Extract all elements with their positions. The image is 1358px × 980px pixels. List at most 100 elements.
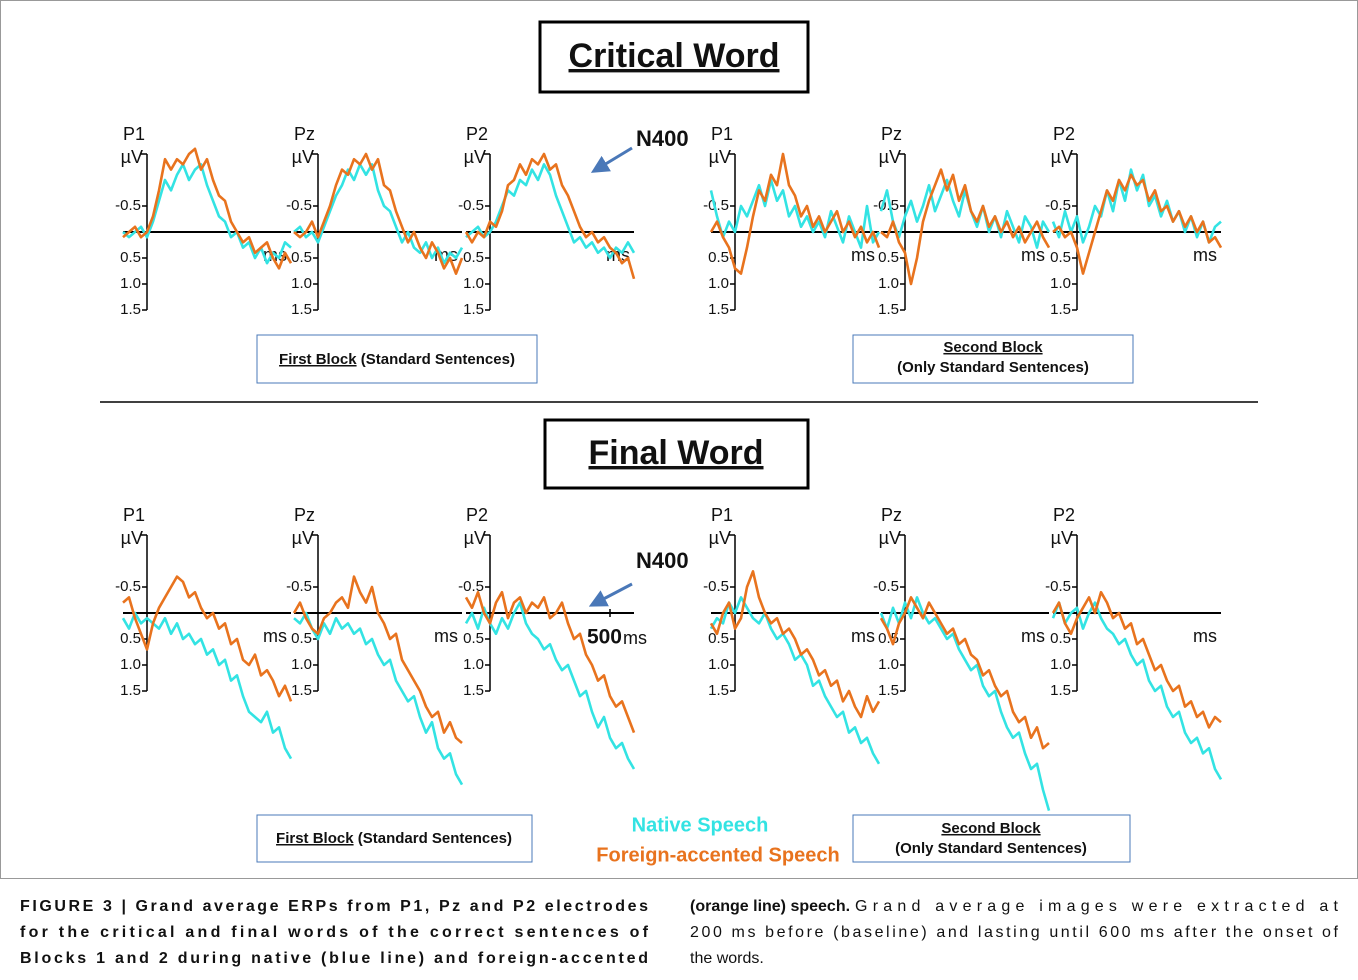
y-axis-label: µV xyxy=(879,528,901,548)
block-note: (Only Standard Sentences) xyxy=(897,359,1089,376)
erp-line xyxy=(1051,601,1223,781)
y-tick-label: 0.5 xyxy=(708,249,729,266)
x-axis-label: ms xyxy=(1021,245,1045,265)
legend: Native Speech Foreign-accented Speech xyxy=(596,814,839,866)
panel-title: P2 xyxy=(1053,124,1075,144)
x-axis-label: ms xyxy=(1193,626,1217,646)
x-axis-label: ms xyxy=(623,628,647,648)
panel-title: Pz xyxy=(294,505,315,525)
y-tick-label: 1.0 xyxy=(120,656,141,673)
y-tick-label: 1.5 xyxy=(463,682,484,699)
block-box xyxy=(256,814,533,863)
caption-line: Blocks 1 and 2 during native (blue line)… xyxy=(20,950,648,967)
y-tick-label: 1.5 xyxy=(878,682,899,699)
y-tick-label: -0.5 xyxy=(115,578,141,595)
y-axis-label: µV xyxy=(121,528,143,548)
erp-line xyxy=(709,152,881,275)
panel-title: P2 xyxy=(466,505,488,525)
section-title: Critical Word xyxy=(569,37,780,75)
x-axis-label: ms xyxy=(263,626,287,646)
panel-title: Pz xyxy=(881,505,902,525)
panel-title: P1 xyxy=(711,124,733,144)
erp-line xyxy=(879,596,1050,750)
y-tick-label: 1.5 xyxy=(1050,301,1071,318)
panel-title: Pz xyxy=(294,124,315,144)
erp-line xyxy=(709,178,881,249)
caption-line: for the critical and final words of the … xyxy=(20,924,649,941)
panel-title: P1 xyxy=(123,124,145,144)
erp-line xyxy=(293,611,464,786)
y-tick-label: 1.5 xyxy=(1050,682,1071,699)
y-tick-label: 0.5 xyxy=(291,249,312,266)
y-tick-label: 1.0 xyxy=(1050,656,1071,673)
y-axis-label: µV xyxy=(709,528,731,548)
block-name: Second Block xyxy=(943,339,1043,356)
annotation: N400 xyxy=(636,548,689,573)
y-tick-label: 1.0 xyxy=(291,275,312,292)
x-axis-label: ms xyxy=(434,626,458,646)
erp-line xyxy=(880,168,1051,286)
annotation-arrow xyxy=(588,582,633,607)
x-axis-label: ms xyxy=(851,245,875,265)
y-tick-label: 1.5 xyxy=(291,682,312,699)
erp-line xyxy=(122,147,293,270)
block-box xyxy=(852,334,1134,384)
y-tick-label: -0.5 xyxy=(1045,197,1071,214)
caption-line: FIGURE 3 | Grand average ERPs from P1, P… xyxy=(20,898,648,915)
section-box xyxy=(538,20,810,94)
block-label: First Block (Standard Sentences) xyxy=(279,351,515,368)
y-tick-label: 1.5 xyxy=(291,301,312,318)
erp-line xyxy=(1051,590,1222,729)
annotation-arrow xyxy=(590,146,633,173)
erp-line xyxy=(464,601,636,770)
erp-line xyxy=(122,575,293,702)
caption-line: the words. xyxy=(690,950,764,967)
caption: FIGURE 3 | Grand average ERPs from P1, P… xyxy=(20,898,1339,967)
erp-line xyxy=(121,611,293,760)
block-note: (Standard Sentences) xyxy=(357,351,515,368)
erp-line xyxy=(122,163,292,265)
y-tick-label: -0.5 xyxy=(286,578,312,595)
y-tick-label: 1.0 xyxy=(878,656,899,673)
y-tick-label: 0.5 xyxy=(1050,249,1071,266)
y-tick-label: 1.0 xyxy=(1050,275,1071,292)
erp-line xyxy=(292,575,463,744)
y-tick-label: 0.5 xyxy=(878,249,899,266)
y-axis-label: µV xyxy=(121,147,143,167)
erp-line xyxy=(879,596,1051,811)
block-name: Second Block xyxy=(941,820,1041,837)
y-axis-label: µV xyxy=(464,528,486,548)
y-tick-label: 1.0 xyxy=(708,656,729,673)
block-name: First Block xyxy=(279,351,357,368)
panel-title: P1 xyxy=(711,505,733,525)
section-title: Final Word xyxy=(588,434,763,472)
y-tick-label: -0.5 xyxy=(458,197,484,214)
caption-line: Grand average images were extracted at xyxy=(855,898,1339,915)
block-box xyxy=(256,334,538,384)
y-tick-label: -0.5 xyxy=(458,578,484,595)
block-label: First Block (Standard Sentences) xyxy=(276,830,512,847)
y-tick-label: 1.0 xyxy=(708,275,729,292)
legend-entry: Native Speech xyxy=(632,814,769,836)
y-tick-label: 0.5 xyxy=(463,249,484,266)
erp-line xyxy=(709,596,881,765)
y-axis-label: µV xyxy=(879,147,901,167)
y-tick-label: 1.0 xyxy=(463,275,484,292)
y-tick-label: 1.0 xyxy=(878,275,899,292)
y-tick-label: 1.0 xyxy=(120,275,141,292)
x-axis-label: ms xyxy=(1193,245,1217,265)
y-tick-label: 0.5 xyxy=(291,630,312,647)
erp-line xyxy=(464,590,636,734)
y-tick-label: 1.5 xyxy=(878,301,899,318)
y-tick-label: 0.5 xyxy=(463,630,484,647)
caption-bold: (orange line) speech. xyxy=(690,898,850,915)
legend-entry: Foreign-accented Speech xyxy=(596,844,839,866)
block-box xyxy=(852,814,1131,863)
panel-title: P1 xyxy=(123,505,145,525)
y-tick-label: 1.5 xyxy=(708,682,729,699)
erp-line xyxy=(293,163,464,265)
x-axis-label: ms xyxy=(1021,626,1045,646)
erp-line xyxy=(293,152,464,275)
